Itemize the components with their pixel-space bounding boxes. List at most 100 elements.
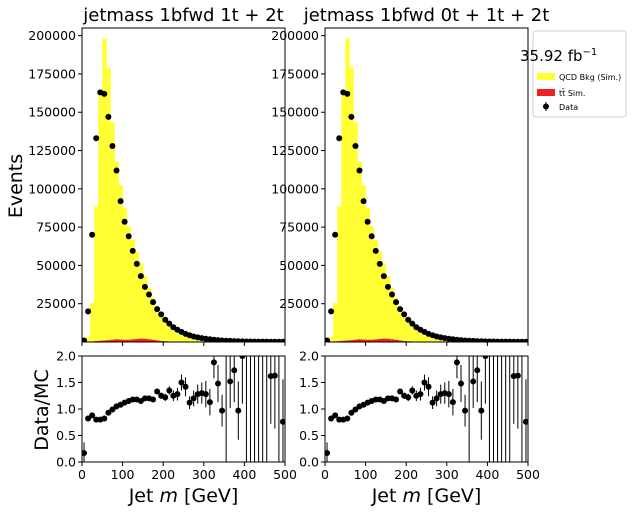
panel-title: jetmass 1bfwd 1t + 2t xyxy=(82,5,284,26)
data-point xyxy=(101,90,108,97)
ttbar-bar xyxy=(159,340,164,342)
data-point xyxy=(397,306,404,313)
ratio-y-tick-label: 1.0 xyxy=(299,402,319,417)
ttbar-bar xyxy=(146,339,152,342)
qcd-bar xyxy=(114,161,119,340)
qcd-bar xyxy=(126,226,132,340)
qcd-bar xyxy=(155,308,160,341)
ratio-point xyxy=(271,372,278,379)
ratio-point xyxy=(458,380,465,387)
legend-swatch-qcd xyxy=(537,73,555,80)
qcd-bar xyxy=(430,338,435,342)
data-point xyxy=(141,283,148,290)
ratio-point xyxy=(105,409,112,416)
qcd-bar xyxy=(345,38,350,341)
qcd-bar xyxy=(146,287,152,340)
plot-area xyxy=(325,38,528,342)
y-tick-label: 100000 xyxy=(271,181,319,196)
ratio-y-tick-label: 2.0 xyxy=(56,349,76,364)
ratio-point xyxy=(421,379,428,386)
ratio-area xyxy=(325,356,528,462)
x-axis-label-part: Jet xyxy=(371,485,403,507)
ratio-point xyxy=(174,391,181,398)
ttbar-bar xyxy=(341,340,346,342)
qcd-bar xyxy=(183,337,188,342)
qcd-bar xyxy=(151,298,156,340)
ratio-point xyxy=(231,367,238,374)
panel-title: jetmass 1bfwd 0t + 1t + 2t xyxy=(303,5,550,26)
data-point xyxy=(348,113,355,120)
legend-label-ttbar: tt̄ Sim. xyxy=(559,88,585,98)
y-tick-label: 50000 xyxy=(36,258,76,273)
legend-frame xyxy=(532,30,627,118)
ratio-point xyxy=(393,396,400,403)
x-axis-label-part: Jet xyxy=(128,485,160,507)
top-frame xyxy=(81,27,286,343)
data-point xyxy=(388,291,395,298)
ratio-point xyxy=(239,356,246,359)
qcd-bar xyxy=(159,315,164,341)
qcd-bar xyxy=(353,122,358,340)
ratio-point xyxy=(470,378,477,385)
data-point xyxy=(325,337,331,342)
ttbar-bar xyxy=(402,340,407,342)
qcd-bar xyxy=(106,67,111,341)
data-point xyxy=(380,273,387,280)
ttbar-bar xyxy=(345,340,350,342)
ratio-point xyxy=(522,418,528,425)
data-point xyxy=(336,135,343,142)
data-point xyxy=(401,311,408,318)
ratio-point xyxy=(449,399,456,406)
qcd-bar xyxy=(361,184,366,340)
x-tick-label: 500 xyxy=(273,467,297,482)
ttbar-bar xyxy=(110,339,115,342)
ratio-point xyxy=(474,367,481,374)
y-tick-label: 50000 xyxy=(279,258,319,273)
ratio-point xyxy=(219,407,226,414)
x-tick-label: 500 xyxy=(516,467,540,482)
top-frame xyxy=(324,27,529,343)
ratio-point xyxy=(154,388,161,395)
ttbar-bar xyxy=(369,339,375,342)
x-axis-label-part: [GeV] xyxy=(178,485,238,507)
ratio-point xyxy=(429,399,436,406)
qcd-bar xyxy=(142,275,148,339)
qcd-bar xyxy=(422,335,427,342)
data-point xyxy=(129,247,136,254)
ttbar-bar xyxy=(102,340,107,342)
y-axis-label-events: Events xyxy=(5,154,27,218)
ttbar-bar xyxy=(155,340,160,342)
y-tick-label: 125000 xyxy=(28,143,76,158)
ratio-point xyxy=(332,412,339,419)
qcd-bar xyxy=(349,67,354,341)
ratio-y-tick-label: 1.5 xyxy=(299,375,319,390)
qcd-bar xyxy=(130,239,136,340)
ratio-y-tick-label: 1.0 xyxy=(56,402,76,417)
qcd-bar xyxy=(365,207,370,340)
ratio-point xyxy=(190,395,197,402)
x-axis-label-part: [GeV] xyxy=(421,485,481,507)
ttbar-bar xyxy=(106,340,111,342)
legend-label-data: Data xyxy=(559,103,578,112)
data-point xyxy=(117,198,124,205)
data-point xyxy=(344,90,351,97)
y-tick-label: 200000 xyxy=(271,28,319,43)
ratio-point xyxy=(166,387,173,394)
ratio-point xyxy=(182,383,189,390)
y-tick-label: 100000 xyxy=(28,181,76,196)
qcd-bar xyxy=(187,338,192,342)
ttbar-bar xyxy=(134,338,140,342)
panel-right: jetmass 1bfwd 0t + 1t + 2t 25000 50000 7500… xyxy=(271,5,549,507)
qcd-bar xyxy=(381,263,387,339)
ratio-point xyxy=(210,359,217,366)
x-tick-label: 400 xyxy=(475,467,499,482)
qcd-bar xyxy=(179,335,184,342)
ratio-point xyxy=(482,356,489,359)
ratio-point xyxy=(206,399,213,406)
data-point xyxy=(279,338,285,342)
ratio-point xyxy=(352,406,359,413)
data-point xyxy=(154,306,161,313)
ratio-y-tick-label: 0.5 xyxy=(56,428,76,443)
data-point xyxy=(145,291,152,298)
